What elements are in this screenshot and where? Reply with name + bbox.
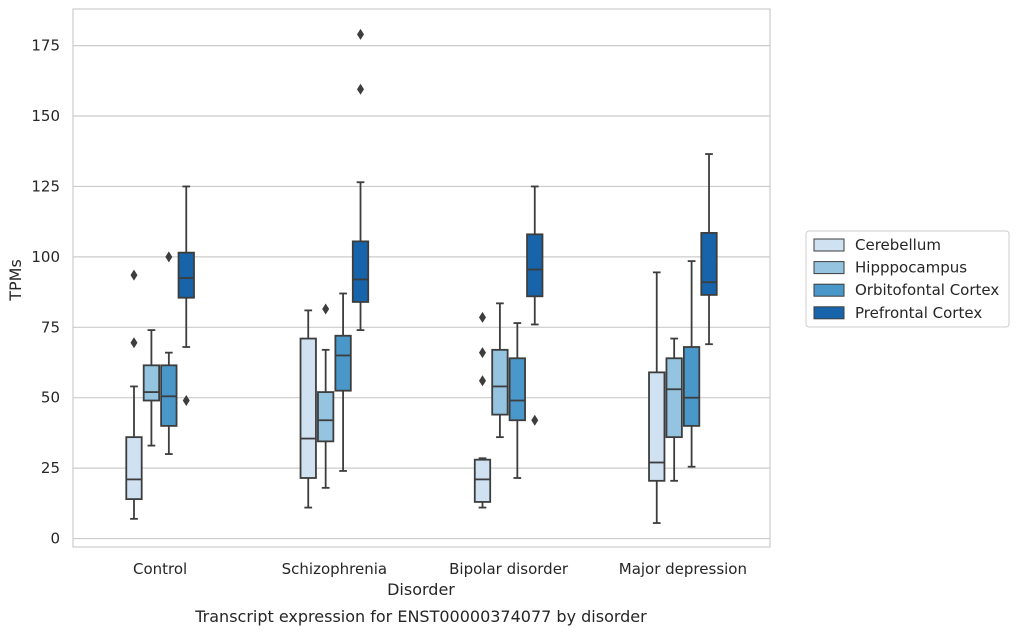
y-axis-ticks: 0 25 50 75 100 125 150 175 <box>31 37 60 548</box>
outlier-point <box>478 375 486 387</box>
y-axis-label: TPMs <box>6 259 25 302</box>
x-tick-label: Schizophrenia <box>282 560 387 578</box>
box-hipppocampus <box>317 303 335 489</box>
plot-frame <box>72 8 771 548</box>
box-prefrontal-cortex <box>351 28 370 332</box>
box-cerebellum <box>125 269 143 520</box>
y-tick-label: 150 <box>31 107 60 125</box>
box-cerebellum <box>299 309 317 509</box>
legend-swatch <box>813 283 845 297</box>
x-tick-label: Major depression <box>619 560 747 578</box>
x-axis-ticks: Control Schizophrenia Bipolar disorder Majo… <box>133 560 747 578</box>
box-iqr <box>473 458 492 503</box>
outlier-point <box>531 414 539 426</box>
outlier-point <box>130 269 138 281</box>
box-iqr <box>317 391 335 443</box>
y-tick-label: 25 <box>41 459 60 477</box>
box-iqr <box>682 346 701 427</box>
legend-label: Hipppocampus <box>855 259 967 277</box>
y-tick-label: 0 <box>50 530 60 548</box>
box-orbitofontal-cortex <box>682 260 701 468</box>
y-tick-label: 100 <box>31 248 60 266</box>
chart-caption: Transcript expression for ENST0000037407… <box>194 607 647 626</box>
box-iqr <box>508 357 526 422</box>
box-iqr <box>700 232 718 296</box>
x-axis-label: Disorder <box>387 580 455 599</box>
box-iqr <box>665 357 683 439</box>
box-iqr <box>351 240 370 303</box>
box-orbitofontal-cortex <box>508 322 526 479</box>
box-iqr <box>142 364 161 402</box>
grid-lines <box>73 45 770 540</box>
box-prefrontal-cortex <box>526 185 544 426</box>
box-hipppocampus <box>491 302 509 439</box>
box-iqr <box>334 334 352 392</box>
box-cerebellum <box>473 311 492 509</box>
x-tick-label: Control <box>133 560 187 578</box>
box-hipppocampus <box>142 329 161 447</box>
outlier-point <box>182 395 190 407</box>
legend-label: Cerebellum <box>855 236 941 254</box>
outlier-point <box>357 83 365 95</box>
y-tick-label: 175 <box>31 37 60 55</box>
legend: Cerebellum Hipppocampus Orbitofontal Corte… <box>805 230 1010 328</box>
legend-swatch <box>813 261 845 275</box>
box-prefrontal-cortex <box>177 185 195 407</box>
box-iqr <box>648 371 666 482</box>
box-orbitofontal-cortex <box>334 292 352 472</box>
legend-frame <box>805 230 1010 328</box>
y-tick-label: 125 <box>31 177 60 195</box>
box-prefrontal-cortex <box>700 153 718 346</box>
y-tick-label: 75 <box>41 318 60 336</box>
outlier-point <box>130 337 138 349</box>
box-hipppocampus <box>665 337 683 482</box>
box-iqr <box>299 337 317 479</box>
y-tick-label: 50 <box>41 389 60 407</box>
box-plots <box>125 28 718 524</box>
box-iqr <box>125 436 143 501</box>
outlier-point <box>478 347 486 359</box>
outlier-point <box>322 303 330 315</box>
box-iqr <box>491 348 509 416</box>
outlier-point <box>478 311 486 323</box>
outlier-point <box>165 251 173 263</box>
legend-label: Prefrontal Cortex <box>855 304 982 322</box>
box-cerebellum <box>648 271 666 524</box>
outlier-point <box>357 28 365 40</box>
box-orbitofontal-cortex <box>160 251 178 455</box>
box-iqr <box>526 233 544 298</box>
x-tick-label: Bipolar disorder <box>449 560 569 578</box>
legend-swatch <box>813 238 845 252</box>
box-iqr <box>177 251 195 299</box>
legend-label: Orbitofontal Cortex <box>855 281 999 299</box>
legend-swatch <box>813 306 845 320</box>
